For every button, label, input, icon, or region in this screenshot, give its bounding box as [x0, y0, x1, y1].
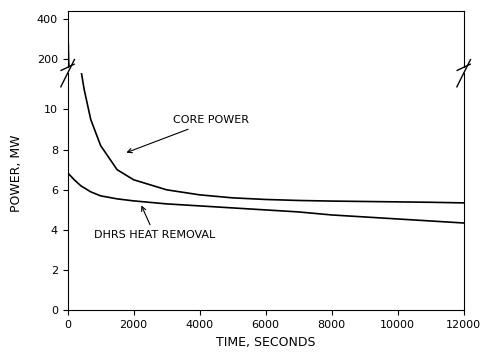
X-axis label: TIME, SECONDS: TIME, SECONDS	[216, 336, 315, 349]
Text: DHRS HEAT REMOVAL: DHRS HEAT REMOVAL	[94, 206, 215, 240]
Text: POWER, MW: POWER, MW	[11, 135, 23, 212]
Text: CORE POWER: CORE POWER	[128, 116, 249, 153]
